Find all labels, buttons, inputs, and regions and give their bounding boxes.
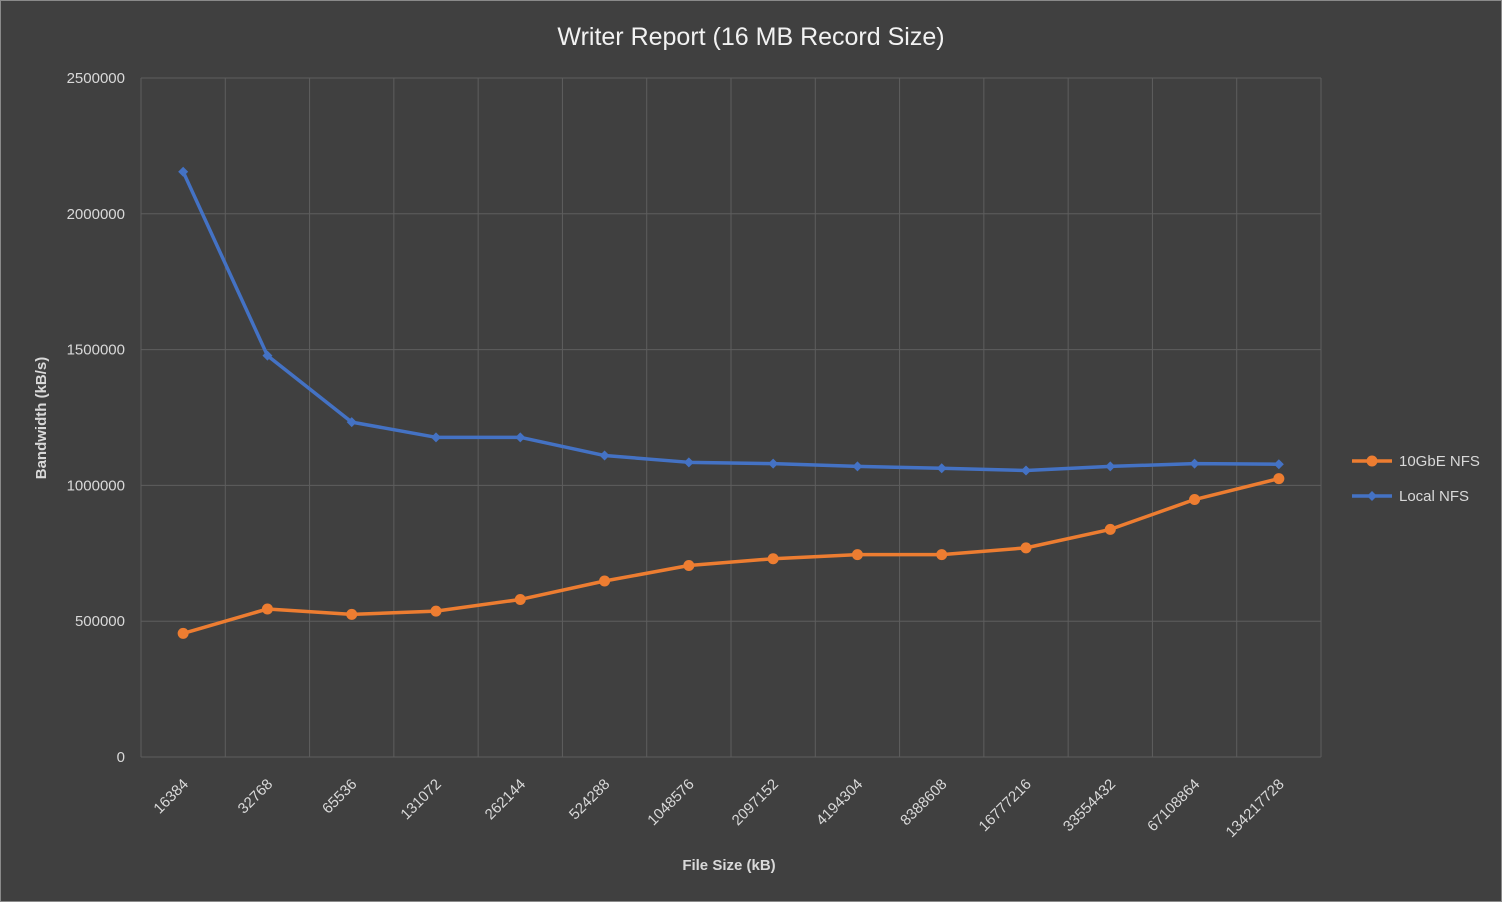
x-tick-label: 8388608	[897, 776, 950, 829]
x-tick-label: 67108864	[1144, 776, 1203, 835]
x-tick-label: 2097152	[729, 776, 782, 829]
legend: 10GbE NFS Local NFS	[1352, 453, 1480, 505]
data-point	[851, 549, 863, 561]
legend-marker	[1366, 455, 1378, 467]
data-point	[346, 417, 357, 428]
data-point	[262, 350, 273, 361]
data-point	[430, 605, 442, 617]
x-tick-label: 1048576	[644, 776, 697, 829]
x-tick-label: 32768	[235, 776, 277, 818]
data-point	[1020, 542, 1032, 554]
y-tick-label: 500000	[75, 613, 125, 630]
chart-title: Writer Report (16 MB Record Size)	[557, 23, 944, 51]
y-tick-label: 1500000	[67, 342, 125, 359]
legend-label: 10GbE NFS	[1399, 453, 1480, 470]
y-tick-label: 2500000	[67, 70, 125, 87]
data-point	[1104, 523, 1116, 535]
data-point	[346, 608, 358, 620]
data-point	[936, 549, 948, 561]
x-tick-label: 16384	[150, 776, 192, 818]
y-tick-label: 1000000	[67, 477, 125, 494]
y-tick-label: 0	[117, 749, 125, 766]
data-point	[1105, 461, 1116, 472]
data-point	[852, 461, 863, 472]
grid	[140, 77, 1322, 758]
data-point	[177, 627, 189, 639]
data-point	[431, 432, 441, 443]
data-point	[683, 560, 695, 572]
y-axis-ticks: 0 500000 1000000 1500000 2000000 2500000	[67, 70, 125, 766]
data-point	[515, 432, 526, 443]
legend-entry: 10GbE NFS	[1352, 453, 1480, 470]
x-tick-label: 4194304	[813, 776, 866, 829]
x-axis-ticks: 16384 32768 65536 131072 262144 524288 1048576…	[150, 776, 1287, 841]
x-axis-title: File Size (kB)	[682, 857, 775, 874]
data-point	[261, 603, 273, 615]
data-point	[936, 463, 947, 474]
x-tick-label: 262144	[482, 776, 529, 823]
data-point	[599, 450, 610, 461]
data-point	[1189, 494, 1201, 506]
x-tick-label: 524288	[566, 776, 613, 823]
data-point	[767, 553, 779, 565]
x-tick-label: 65536	[319, 776, 361, 818]
x-tick-label: 134217728	[1223, 776, 1288, 841]
data-point	[683, 457, 694, 468]
data-point	[599, 575, 611, 587]
x-tick-label: 131072	[397, 776, 444, 823]
legend-marker	[1367, 491, 1377, 501]
data-point	[1021, 465, 1031, 476]
data-point	[1189, 458, 1200, 469]
legend-entry: Local NFS	[1352, 488, 1469, 505]
series-10gbe-nfs	[177, 473, 1285, 639]
data-point	[514, 593, 526, 605]
series-line	[181, 476, 1281, 636]
series	[177, 166, 1285, 639]
series-local-nfs	[178, 166, 1284, 476]
x-tick-label: 16777216	[976, 776, 1035, 835]
y-tick-label: 2000000	[67, 206, 125, 223]
series-line	[181, 169, 1281, 473]
data-point	[768, 458, 779, 469]
data-point	[178, 166, 189, 177]
data-point	[1273, 459, 1284, 470]
legend-label: Local NFS	[1399, 488, 1469, 505]
data-point	[1273, 473, 1285, 485]
y-axis-title: Bandwidth (kB/s)	[33, 357, 50, 480]
x-tick-label: 33554432	[1060, 776, 1119, 835]
